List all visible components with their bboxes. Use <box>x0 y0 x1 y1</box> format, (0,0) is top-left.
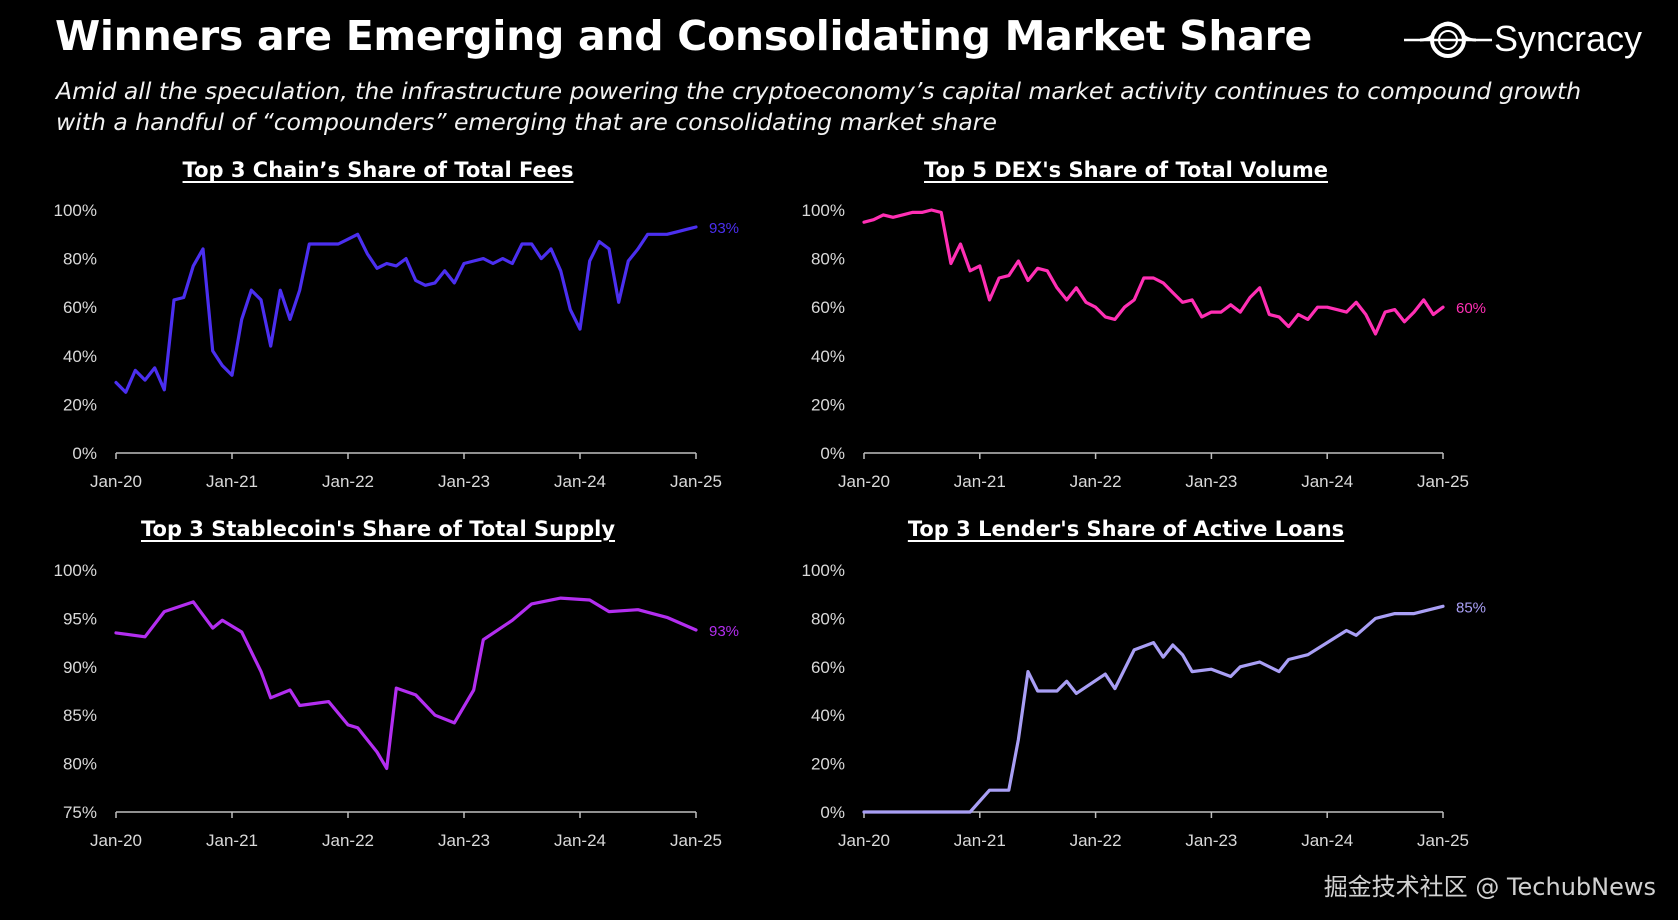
x-tick-label: Jan-25 <box>1417 831 1469 850</box>
x-tick-label: Jan-21 <box>954 472 1006 491</box>
y-tick-label: 20% <box>811 755 845 774</box>
y-tick-label: 0% <box>820 444 845 463</box>
end-value-label: 85% <box>1456 599 1486 616</box>
y-tick-label: 40% <box>811 347 845 366</box>
y-tick-label: 100% <box>802 561 845 580</box>
y-tick-label: 95% <box>63 609 97 628</box>
y-tick-label: 85% <box>63 706 97 725</box>
y-tick-label: 20% <box>63 395 97 414</box>
x-tick-label: Jan-24 <box>554 831 606 850</box>
x-tick-label: Jan-22 <box>322 472 374 491</box>
x-tick-label: Jan-20 <box>90 472 142 491</box>
watermark: 掘金技术社区 @ TechubNews <box>1323 873 1656 901</box>
chart-title-dex: Top 5 DEX's Share of Total Volume <box>924 158 1328 182</box>
x-tick-label: Jan-22 <box>322 831 374 850</box>
y-tick-label: 75% <box>63 803 97 822</box>
chart-title-lender: Top 3 Lender's Share of Active Loans <box>907 517 1345 541</box>
y-tick-label: 90% <box>63 658 97 677</box>
syncracy-logo-icon <box>1404 21 1492 58</box>
x-tick-label: Jan-25 <box>1417 472 1469 491</box>
y-tick-label: 80% <box>811 250 845 269</box>
y-tick-label: 0% <box>72 444 97 463</box>
x-tick-label: Jan-24 <box>554 472 606 491</box>
y-tick-label: 80% <box>63 250 97 269</box>
x-tick-label: Jan-21 <box>206 831 258 850</box>
y-tick-label: 60% <box>811 298 845 317</box>
y-tick-label: 60% <box>811 658 845 677</box>
end-value-label: 93% <box>709 623 739 640</box>
series-line <box>862 604 1445 814</box>
y-tick-label: 100% <box>54 561 97 580</box>
y-tick-label: 100% <box>802 201 845 220</box>
x-tick-label: Jan-25 <box>670 472 722 491</box>
x-tick-label: Jan-24 <box>1301 472 1353 491</box>
y-tick-label: 60% <box>63 298 97 317</box>
x-tick-label: Jan-23 <box>1185 831 1237 850</box>
y-tick-label: 80% <box>811 609 845 628</box>
series-line <box>862 208 1445 336</box>
chart-title-fees: Top 3 Chain’s Share of Total Fees <box>182 158 574 182</box>
y-tick-label: 40% <box>811 706 845 725</box>
x-tick-label: Jan-20 <box>838 831 890 850</box>
x-tick-label: Jan-20 <box>838 472 890 491</box>
chart-title-stablecoin: Top 3 Stablecoin's Share of Total Supply <box>140 517 616 541</box>
page-subtitle: Amid all the speculation, the infrastruc… <box>56 77 1582 136</box>
page-title: Winners are Emerging and Consolidating M… <box>55 12 1313 60</box>
logo-text: Syncracy <box>1494 18 1643 59</box>
end-value-label: 93% <box>709 220 739 237</box>
x-tick-label: Jan-21 <box>954 831 1006 850</box>
y-tick-label: 100% <box>54 201 97 220</box>
x-tick-label: Jan-22 <box>1070 472 1122 491</box>
x-tick-label: Jan-23 <box>438 831 490 850</box>
series-line <box>114 596 698 771</box>
x-tick-label: Jan-22 <box>1070 831 1122 850</box>
y-tick-label: 0% <box>820 803 845 822</box>
y-tick-label: 40% <box>63 347 97 366</box>
series-line <box>114 225 698 394</box>
x-tick-label: Jan-23 <box>438 472 490 491</box>
x-tick-label: Jan-24 <box>1301 831 1353 850</box>
y-tick-label: 80% <box>63 755 97 774</box>
x-tick-label: Jan-25 <box>670 831 722 850</box>
y-tick-label: 20% <box>811 395 845 414</box>
end-value-label: 60% <box>1456 300 1486 317</box>
x-tick-label: Jan-21 <box>206 472 258 491</box>
x-tick-label: Jan-23 <box>1185 472 1237 491</box>
x-tick-label: Jan-20 <box>90 831 142 850</box>
